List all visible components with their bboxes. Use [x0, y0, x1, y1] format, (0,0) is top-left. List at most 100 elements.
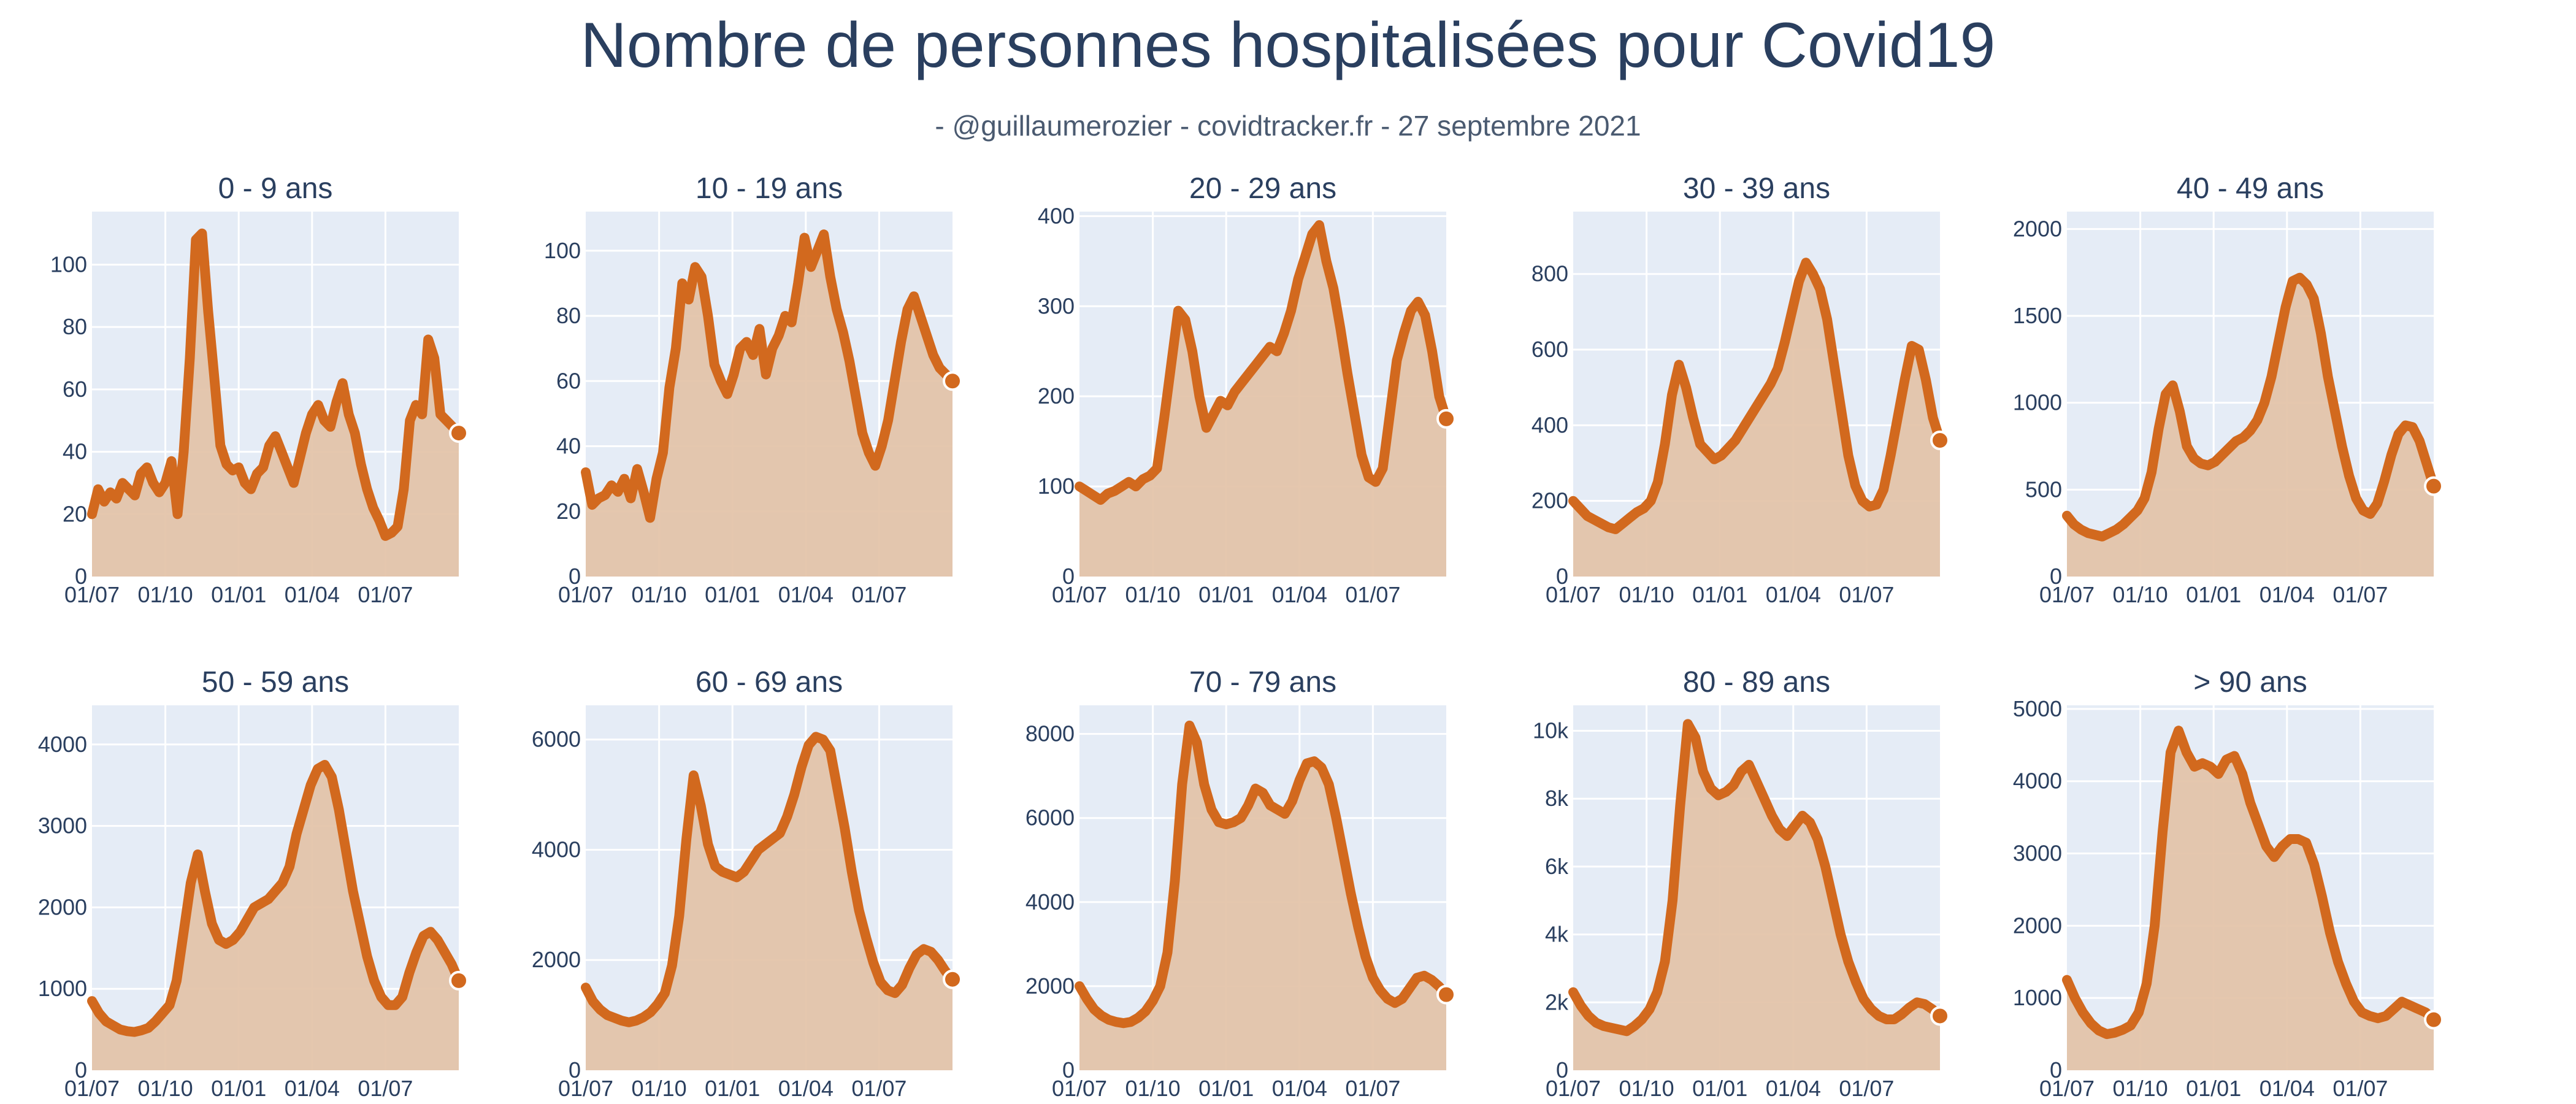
y-tick-label: 3000 [2013, 841, 2062, 866]
subplot-8: 01/07 01/10 01/01 01/04 01/0702k4k6k8k10k80 … [1533, 666, 1950, 1101]
subplot-title: 10 - 19 ans [696, 172, 843, 205]
y-tick-label: 100 [50, 251, 87, 277]
y-tick-label: 0 [1556, 1057, 1568, 1083]
x-tick-label: 01/04 [1766, 1076, 1821, 1101]
x-tick-label: 01/07 [1345, 1076, 1400, 1101]
subplot-4: 01/07 01/10 01/01 01/04 01/07050010001500200… [2013, 172, 2444, 607]
x-tick-label: 01/07 [1052, 1076, 1107, 1101]
x-tick-label: 01/07 [2333, 582, 2388, 607]
subplot-title: 70 - 79 ans [1189, 666, 1336, 699]
x-tick-label: 01/04 [778, 582, 834, 607]
y-tick-label: 300 [1038, 293, 1075, 318]
x-tick-label: 01/10 [632, 582, 687, 607]
y-tick-label: 0 [569, 564, 581, 589]
x-tick-label: 01/07 [1546, 582, 1601, 607]
series-line [1568, 258, 1945, 534]
series-line [1568, 719, 1945, 1037]
y-tick-label: 8k [1545, 786, 1569, 811]
subplot-7: 01/07 01/10 01/01 01/04 01/07020004000600080… [1025, 666, 1456, 1101]
y-tick-label: 0 [1062, 1057, 1075, 1083]
y-tick-label: 100 [1038, 473, 1075, 499]
last-point-marker [2424, 1010, 2444, 1030]
subplot-1: 01/07 01/10 01/01 01/04 01/0702040608010010 … [544, 172, 962, 607]
y-tick-label: 5000 [2013, 696, 2062, 721]
x-tick-label: 01/01 [2186, 582, 2241, 607]
y-tick-label: 2000 [1025, 973, 1075, 999]
x-tick-label: 01/07 [558, 1076, 613, 1101]
x-tick-label: 01/10 [138, 1076, 193, 1101]
subplot-title: 20 - 29 ans [1189, 172, 1336, 205]
series-line [2062, 726, 2439, 1040]
last-point-marker [449, 970, 469, 991]
area-fill [1079, 225, 1446, 577]
y-tick-label: 40 [556, 434, 581, 459]
x-tick-label: 01/01 [705, 582, 760, 607]
area-fill [586, 234, 953, 577]
x-tick-label: 01/01 [1692, 1076, 1747, 1101]
subplot-title: 60 - 69 ans [696, 666, 843, 699]
area-fill [92, 765, 459, 1070]
x-tick-label: 01/10 [2113, 1076, 2168, 1101]
subplot-5: 01/07 01/10 01/01 01/04 01/07010002000300040… [38, 666, 469, 1101]
y-tick-label: 6000 [532, 727, 581, 752]
last-point-marker [1930, 431, 1950, 451]
y-tick-label: 2000 [38, 894, 87, 919]
y-tick-label: 1000 [38, 976, 87, 1001]
y-tick-label: 60 [556, 368, 581, 393]
series-line [581, 229, 957, 523]
y-tick-label: 40 [63, 439, 87, 464]
x-tick-label: 01/07 [1345, 582, 1400, 607]
x-tick-label: 01/01 [1198, 582, 1254, 607]
last-point-marker [2424, 476, 2444, 496]
area-fill [1079, 725, 1446, 1070]
series-line [1075, 720, 1451, 1029]
x-tick-label: 01/07 [358, 582, 413, 607]
x-tick-label: 01/10 [1125, 582, 1181, 607]
subplot-title: 30 - 39 ans [1683, 172, 1830, 205]
x-tick-label: 01/07 [64, 582, 120, 607]
subplot-9: 01/07 01/10 01/01 01/04 01/07010002000300040… [2013, 666, 2444, 1101]
x-tick-label: 01/04 [285, 582, 340, 607]
x-tick-label: 01/07 [2333, 1076, 2388, 1101]
x-tick-label: 01/10 [632, 1076, 687, 1101]
y-tick-label: 20 [63, 501, 87, 526]
x-tick-label: 01/07 [558, 582, 613, 607]
y-tick-label: 0 [75, 564, 87, 589]
area-fill [2067, 277, 2434, 577]
subplot-title: > 90 ans [2193, 666, 2307, 699]
x-tick-label: 01/07 [1052, 582, 1107, 607]
page-title: Nombre de personnes hospitalisées pour C… [580, 10, 1996, 81]
y-tick-label: 800 [1531, 261, 1568, 286]
y-tick-label: 6k [1545, 854, 1569, 879]
x-tick-label: 01/04 [1272, 1076, 1327, 1101]
x-tick-label: 01/01 [211, 582, 266, 607]
y-tick-label: 0 [75, 1057, 87, 1083]
subplot-3: 01/07 01/10 01/01 01/04 01/07020040060080030… [1531, 172, 1950, 607]
y-tick-label: 1000 [2013, 390, 2062, 415]
series-line [581, 732, 957, 1027]
last-point-marker [943, 969, 962, 989]
x-tick-label: 01/01 [1198, 1076, 1254, 1101]
x-tick-label: 01/10 [2113, 582, 2168, 607]
y-tick-label: 1000 [2013, 985, 2062, 1010]
x-tick-label: 01/07 [1546, 1076, 1601, 1101]
x-tick-label: 01/07 [358, 1076, 413, 1101]
last-point-marker [449, 423, 469, 443]
y-tick-label: 2000 [532, 947, 581, 972]
x-tick-label: 01/04 [2260, 1076, 2315, 1101]
area-fill [586, 737, 953, 1070]
area-fill [1573, 724, 1940, 1070]
y-tick-label: 200 [1038, 383, 1075, 408]
x-tick-label: 01/07 [2039, 582, 2095, 607]
last-point-marker [1436, 408, 1456, 429]
x-tick-label: 01/10 [1619, 582, 1674, 607]
series-line [87, 228, 464, 541]
y-tick-label: 4000 [38, 732, 87, 757]
y-tick-label: 0 [1556, 564, 1568, 589]
x-tick-label: 01/01 [211, 1076, 266, 1101]
y-tick-label: 4k [1545, 922, 1569, 947]
x-tick-label: 01/07 [64, 1076, 120, 1101]
x-tick-label: 01/04 [2260, 582, 2315, 607]
last-point-marker [1436, 984, 1456, 1005]
